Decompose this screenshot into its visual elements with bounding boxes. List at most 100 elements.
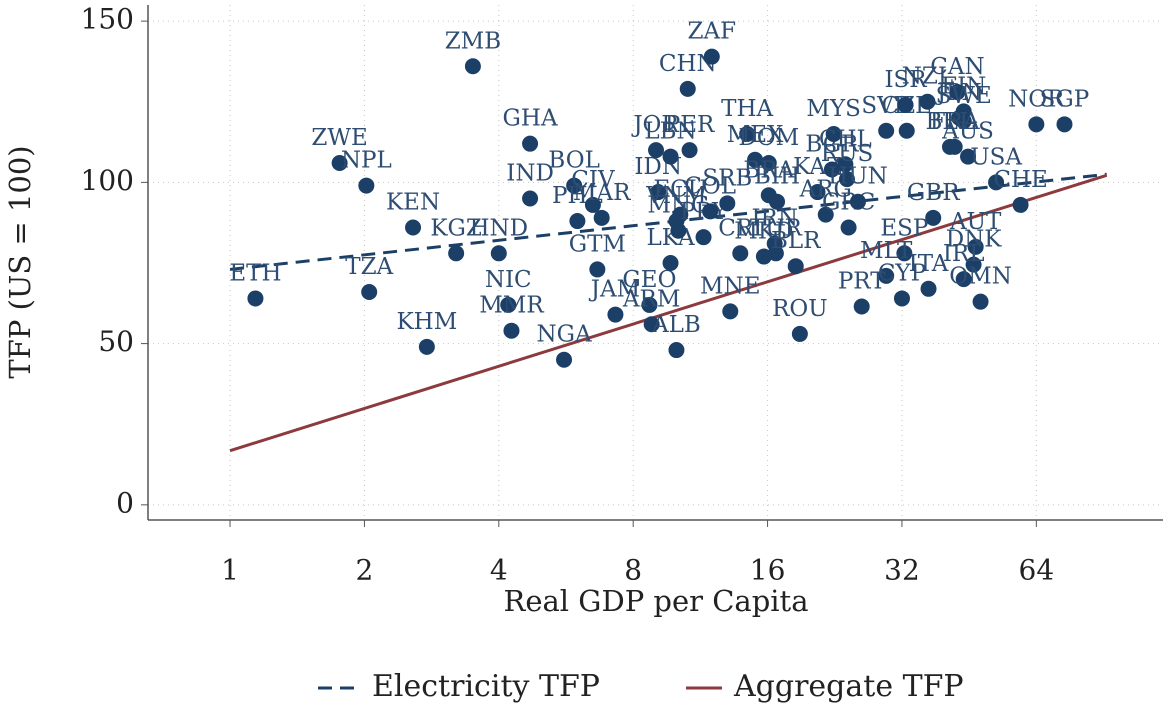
point — [1028, 116, 1045, 133]
x-tick-label: 4 — [490, 554, 508, 587]
point — [853, 298, 870, 315]
point-label: NIC — [485, 267, 532, 293]
point-label: ZAF — [688, 19, 737, 45]
point — [662, 148, 679, 165]
point-label: GBR — [907, 180, 960, 206]
point-label: JOR — [631, 112, 679, 138]
point — [569, 213, 586, 230]
point — [695, 229, 712, 246]
point-label: CYP — [878, 260, 926, 286]
point-label: ECU — [653, 177, 707, 203]
point — [719, 195, 736, 212]
point-label: MMR — [479, 293, 544, 319]
point-label: ITA — [909, 251, 949, 277]
point — [972, 293, 989, 310]
point — [648, 142, 665, 159]
point-label: MEX — [727, 122, 784, 148]
point — [967, 238, 984, 255]
point-label: GRC — [822, 190, 875, 216]
point — [747, 151, 764, 168]
point-label: IRN — [751, 206, 798, 232]
point — [920, 280, 937, 297]
point — [840, 219, 857, 236]
fit-line — [229, 173, 1108, 453]
point-label: MYS — [806, 96, 861, 122]
x-tick-label: 8 — [624, 554, 642, 587]
point-label: KGZ — [430, 215, 482, 241]
point-label: CRI — [718, 215, 762, 241]
point — [825, 125, 842, 142]
point — [791, 325, 808, 342]
point — [823, 161, 840, 178]
point-label: OMN — [949, 264, 1012, 290]
point-label: AUT — [949, 209, 1002, 235]
fit-line — [229, 172, 1107, 271]
point — [955, 113, 972, 130]
point-label: SWE — [936, 83, 992, 109]
y-tick-label: 150 — [81, 3, 134, 36]
y-tick-label: 100 — [81, 164, 134, 197]
point — [566, 177, 583, 194]
y-tick-label: 50 — [98, 325, 134, 358]
point-label: THA — [721, 96, 773, 122]
point-label: IRL — [943, 241, 985, 267]
x-tick-label: 64 — [1019, 554, 1055, 587]
point-label: GEO — [622, 267, 676, 293]
point-label: NGA — [536, 322, 591, 348]
point-label: TZA — [345, 254, 393, 280]
point-label: FRA — [930, 109, 980, 135]
point-label: RUS — [821, 141, 873, 167]
point-label: MAR — [573, 180, 631, 206]
point — [878, 267, 895, 284]
point — [925, 209, 942, 226]
point — [965, 256, 982, 273]
y-axis-title: TFP (US = 100) — [3, 145, 37, 378]
point — [641, 296, 658, 313]
point-label: VNM — [645, 183, 706, 209]
point — [755, 248, 772, 265]
point — [949, 84, 966, 101]
point-label: BRA — [743, 157, 794, 183]
point — [1012, 196, 1029, 213]
x-tick-label: 16 — [750, 554, 786, 587]
point-label: CHL — [819, 126, 872, 152]
point — [522, 135, 539, 152]
point — [769, 193, 786, 210]
point — [898, 122, 915, 139]
point — [670, 222, 687, 239]
point — [739, 125, 756, 142]
point-label: GTM — [569, 231, 626, 257]
point — [593, 209, 610, 226]
point-label: ALB — [651, 312, 701, 338]
point-label: PRT — [838, 269, 886, 295]
point-label: LBN — [644, 119, 696, 145]
point-label: DNK — [946, 227, 1003, 253]
point-label: PER — [665, 112, 715, 138]
point — [837, 156, 854, 173]
legend-label: Aggregate TFP — [733, 669, 964, 704]
point-label: MNE — [700, 273, 760, 299]
point — [787, 258, 804, 275]
point-label: MKD — [734, 219, 793, 245]
point — [361, 284, 378, 301]
point — [672, 206, 689, 223]
x-tick-label: 1 — [221, 554, 239, 587]
point — [607, 306, 624, 323]
point — [702, 203, 719, 220]
point-label: NPL — [341, 148, 392, 174]
point-label: TUR — [750, 215, 803, 241]
point — [448, 245, 465, 262]
point-label: ZWE — [311, 125, 367, 151]
point-label: BOL — [548, 148, 599, 174]
point-label: BLR — [771, 228, 821, 254]
point — [556, 351, 573, 368]
point — [897, 96, 914, 113]
point — [503, 322, 520, 339]
point — [358, 177, 375, 194]
point — [809, 184, 826, 201]
point — [703, 48, 720, 65]
point-label: GHA — [503, 106, 558, 132]
point — [955, 271, 972, 288]
point — [679, 80, 696, 97]
point — [849, 193, 866, 210]
